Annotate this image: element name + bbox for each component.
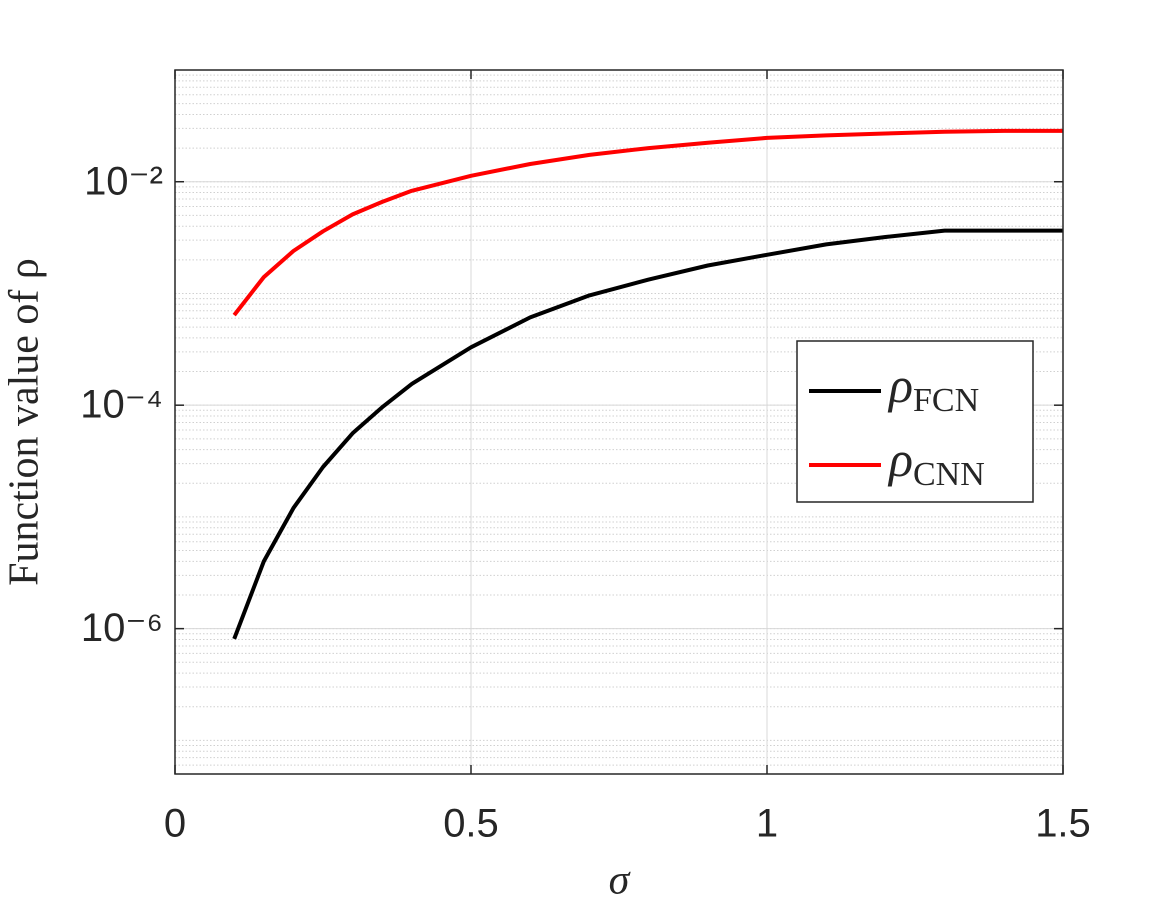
y-tick-label: 10⁻⁴ <box>80 383 163 427</box>
legend: ρFCN ρCNN <box>796 340 1034 503</box>
x-tick-label: 0 <box>164 802 186 846</box>
plot <box>232 128 1063 640</box>
data-line <box>232 228 1063 640</box>
legend-box <box>796 340 1034 503</box>
x-tick-label: 1 <box>756 802 778 846</box>
y-tick-label: 10⁻⁶ <box>81 606 163 650</box>
x-tick-label: 0.5 <box>443 802 499 846</box>
y-tick-label: 10⁻² <box>84 159 163 203</box>
data-line <box>232 128 1063 317</box>
y-axis-label: Function value of ρ <box>2 258 48 586</box>
legend-label: ρCNN <box>887 431 985 492</box>
x-axis-label: σ <box>609 858 632 904</box>
legend-label: ρFCN <box>887 357 979 418</box>
plot-frame <box>174 69 1064 775</box>
x-tick-label: 1.5 <box>1035 802 1091 846</box>
